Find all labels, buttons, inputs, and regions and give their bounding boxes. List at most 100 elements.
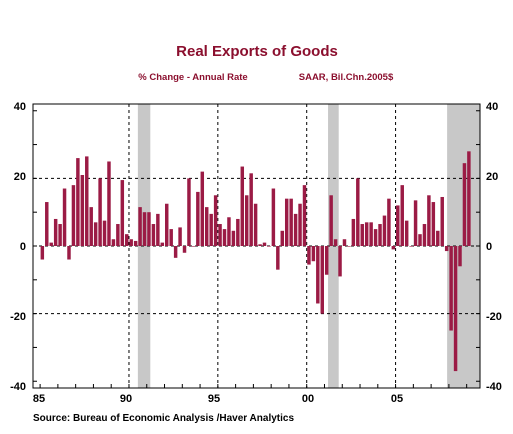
bar <box>276 246 280 270</box>
y-tick-label-right: 20 <box>486 171 498 183</box>
bar <box>205 207 209 246</box>
bar <box>453 246 458 372</box>
bar <box>156 213 160 246</box>
bar <box>373 229 378 246</box>
bar <box>360 224 364 246</box>
bar <box>369 222 373 246</box>
bar <box>138 207 142 246</box>
bar <box>62 188 67 246</box>
bar <box>440 196 444 246</box>
chart-title: Real Exports of Goods <box>176 43 338 60</box>
bar <box>178 227 182 246</box>
bar <box>320 246 324 314</box>
bar <box>40 246 45 260</box>
bar <box>324 246 329 275</box>
bar <box>111 239 116 246</box>
bar <box>80 175 85 246</box>
bar <box>147 212 151 246</box>
bar <box>173 246 178 258</box>
bar <box>107 161 111 246</box>
bar <box>67 246 71 260</box>
x-tick-label: 05 <box>391 393 403 405</box>
bars <box>40 151 471 372</box>
bar <box>240 166 245 246</box>
bar <box>289 198 293 246</box>
bar <box>396 205 400 246</box>
bar <box>169 229 173 246</box>
bar <box>231 230 236 246</box>
bar <box>125 234 129 246</box>
y-tick-label-right: -20 <box>486 311 502 323</box>
bar <box>244 195 249 246</box>
bar <box>120 180 125 246</box>
bar <box>222 229 227 246</box>
bar <box>413 200 418 246</box>
bar <box>387 198 391 246</box>
bar <box>102 220 107 246</box>
bar <box>249 173 253 246</box>
bar <box>307 246 311 265</box>
bar <box>338 246 342 277</box>
bar <box>165 203 169 246</box>
bar <box>351 218 356 246</box>
x-tick-label: 90 <box>120 393 132 405</box>
bar <box>209 213 213 246</box>
bar <box>227 217 231 246</box>
x-tick-label: 85 <box>33 393 45 405</box>
x-tick-label: 00 <box>302 393 314 405</box>
bar <box>458 246 462 267</box>
bar <box>431 202 436 246</box>
bar <box>311 246 316 262</box>
bar <box>298 203 302 246</box>
bar <box>85 156 89 246</box>
y-tick-label: -40 <box>10 381 26 393</box>
bar <box>329 195 333 246</box>
bar <box>444 246 449 252</box>
bar <box>93 222 98 246</box>
bar <box>280 230 285 246</box>
y-tick-label: 0 <box>20 241 26 253</box>
bar <box>316 246 320 304</box>
bar <box>218 224 222 246</box>
x-tick-label: 95 <box>208 393 220 405</box>
bar <box>422 224 427 246</box>
bar <box>253 203 258 246</box>
bar <box>342 239 347 246</box>
bar <box>258 244 262 246</box>
bar <box>333 239 338 246</box>
bar <box>271 188 276 246</box>
bar <box>364 222 369 246</box>
bar <box>49 242 53 246</box>
y-tick-label-right: -40 <box>486 381 502 393</box>
bar <box>427 195 431 246</box>
bar <box>53 218 58 246</box>
bar <box>142 212 147 246</box>
y-axis-left-labels: 40 20 0 -20 -40 <box>10 101 26 393</box>
bar <box>262 242 267 246</box>
chart-subtitle-left: % Change - Annual Rate <box>138 72 247 83</box>
bar <box>302 185 307 246</box>
bar <box>436 230 440 246</box>
bar <box>378 224 382 246</box>
y-tick-label-right: 40 <box>486 101 498 113</box>
x-axis-labels: 85 90 95 00 05 <box>33 393 403 405</box>
bar <box>89 207 93 246</box>
bar <box>347 246 351 247</box>
y-axis-right-labels: 40 20 0 -20 -40 <box>486 101 502 393</box>
bar <box>404 220 409 246</box>
bar <box>236 218 240 246</box>
chart-subtitle-right: SAAR, Bil.Chn.2005$ <box>299 72 394 83</box>
bar <box>151 224 156 246</box>
bar <box>200 171 205 246</box>
bar <box>462 163 467 246</box>
bar <box>400 185 404 246</box>
bar <box>187 178 191 246</box>
bar <box>76 158 80 246</box>
bar <box>356 178 360 246</box>
bar <box>160 242 165 246</box>
bar <box>45 202 49 246</box>
bar <box>267 246 271 247</box>
bar <box>449 246 453 331</box>
bar <box>382 215 387 246</box>
y-tick-marks <box>33 110 480 388</box>
